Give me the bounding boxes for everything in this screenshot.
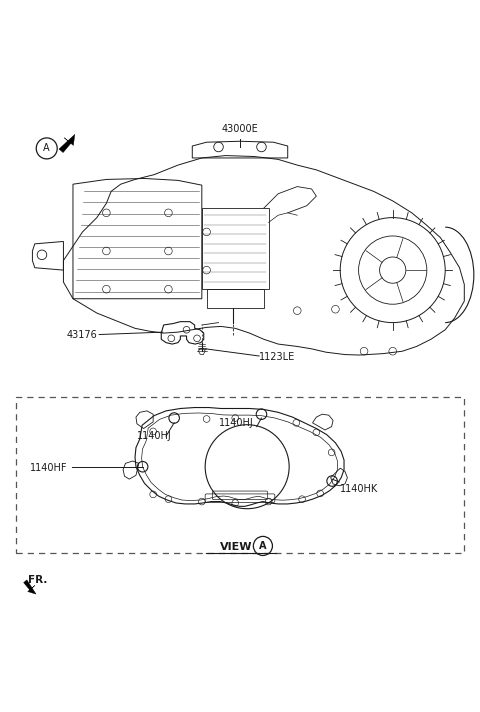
Text: 1123LE: 1123LE bbox=[259, 352, 295, 362]
Text: A: A bbox=[43, 143, 50, 153]
Text: 1140HF: 1140HF bbox=[30, 463, 68, 473]
Text: 1140HK: 1140HK bbox=[340, 483, 378, 493]
Text: A: A bbox=[259, 541, 267, 551]
Text: 1140HJ: 1140HJ bbox=[218, 417, 253, 428]
Text: 1140HJ: 1140HJ bbox=[137, 431, 172, 441]
Polygon shape bbox=[24, 580, 36, 594]
Polygon shape bbox=[59, 135, 75, 152]
Text: 43000E: 43000E bbox=[222, 124, 258, 134]
Text: 43176: 43176 bbox=[66, 330, 97, 340]
Text: FR.: FR. bbox=[28, 575, 47, 585]
Text: VIEW: VIEW bbox=[220, 542, 252, 552]
